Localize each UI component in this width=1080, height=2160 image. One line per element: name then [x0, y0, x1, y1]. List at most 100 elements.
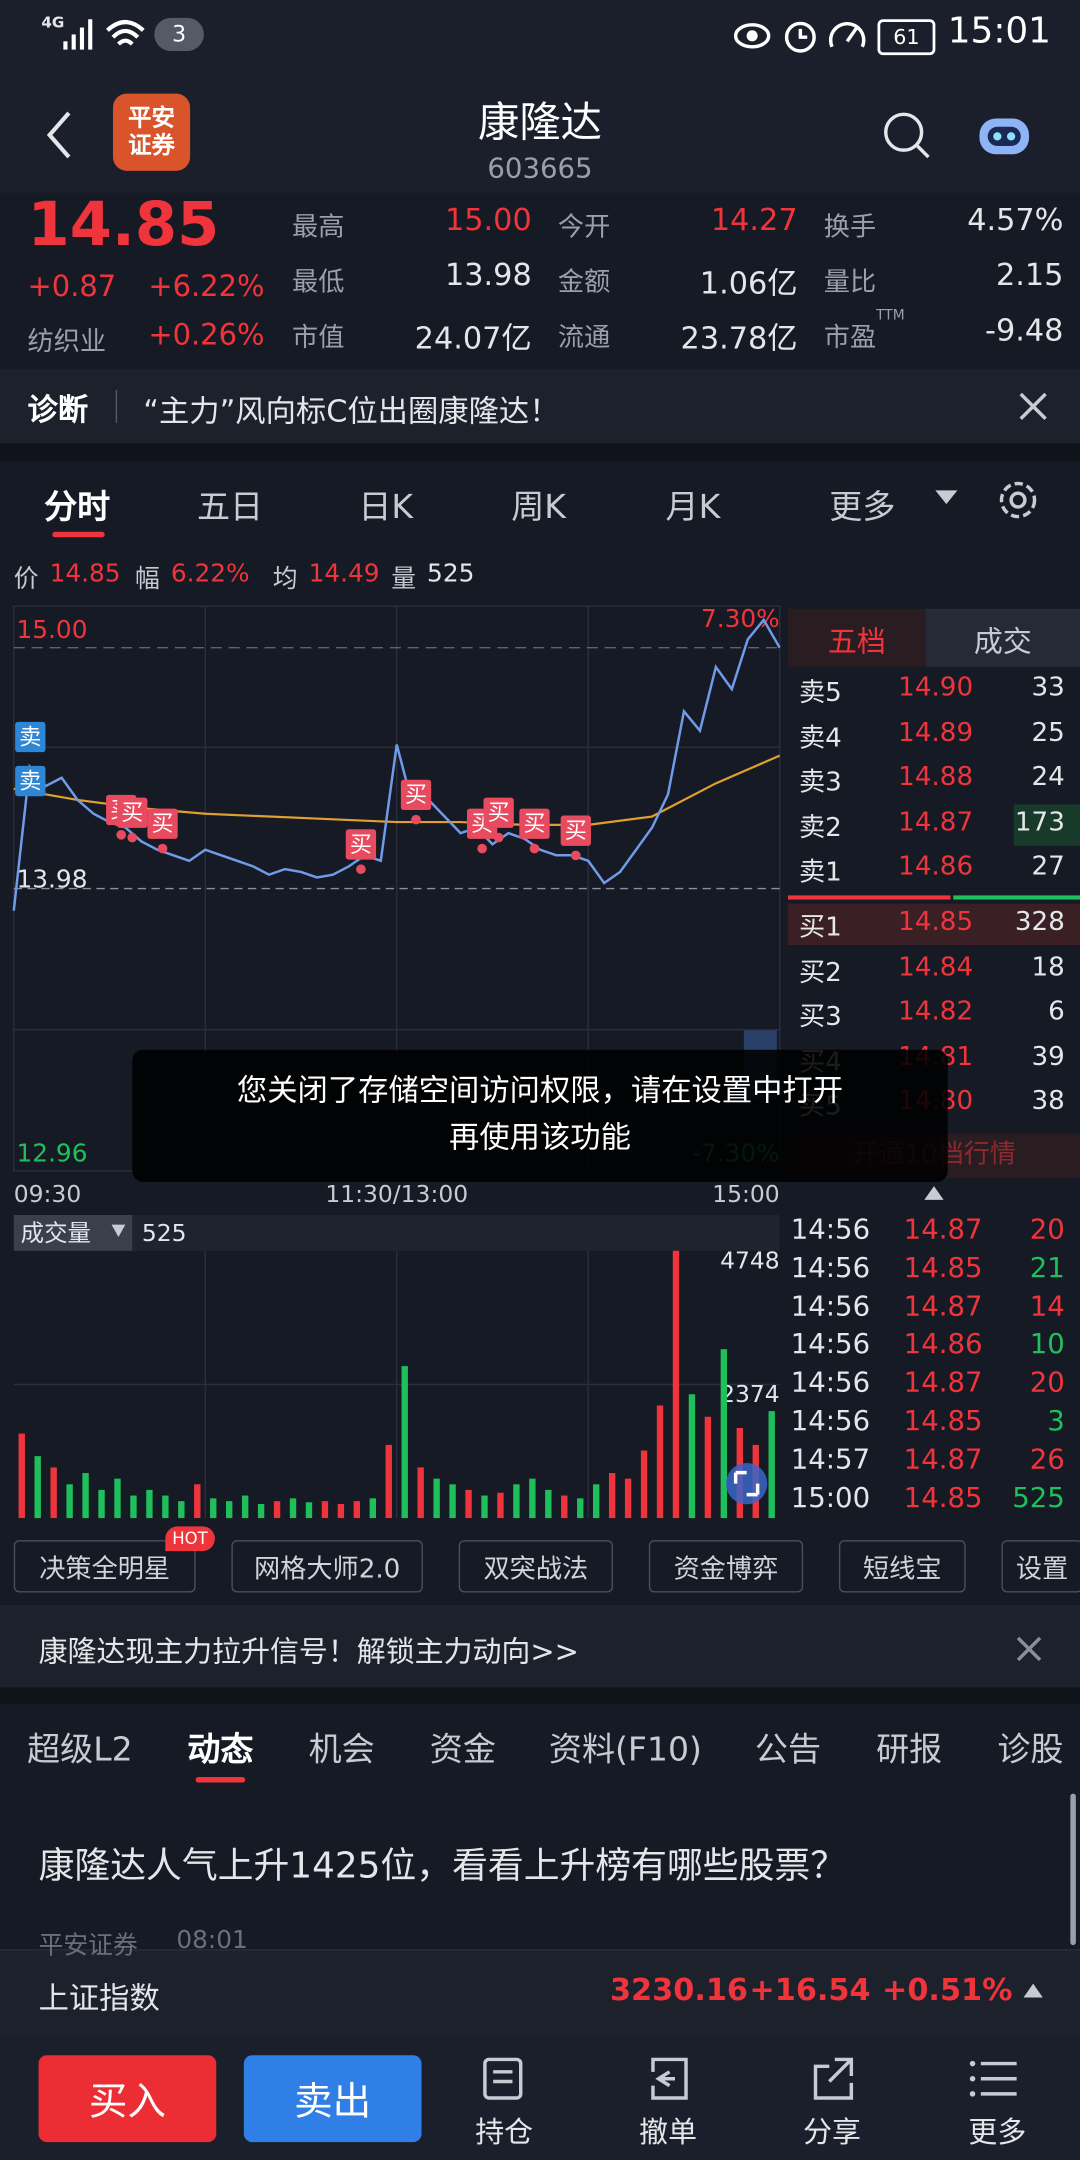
- volume-bar: [353, 1501, 361, 1519]
- toast: 您关闭了存储空间访问权限，请在设置中打开 再使用该功能: [132, 1049, 948, 1182]
- close-button[interactable]: [1017, 390, 1050, 423]
- book-volume: 173: [1014, 806, 1065, 837]
- up-arrow: [1023, 1983, 1043, 1998]
- industry: 纺织业: [27, 326, 107, 357]
- trade-price: 14.85: [903, 1403, 983, 1437]
- tool-button[interactable]: 资金博弈: [648, 1540, 804, 1593]
- trade-price: 14.86: [903, 1327, 983, 1361]
- section-tab[interactable]: 研报: [876, 1730, 943, 1769]
- book-price: 14.90: [898, 672, 974, 703]
- volume-bar: [545, 1489, 552, 1519]
- price-line: [12, 617, 781, 911]
- book-volume: 6: [1048, 995, 1065, 1027]
- section-tab[interactable]: 资料(F10): [548, 1730, 702, 1769]
- chart-tab[interactable]: 更多: [829, 487, 896, 527]
- signal-dot: [411, 814, 421, 825]
- book-volume: 24: [1031, 761, 1065, 793]
- close-button[interactable]: [1014, 1634, 1044, 1664]
- info-value: 14.85: [49, 559, 121, 589]
- sell-button[interactable]: 卖出: [243, 2055, 422, 2143]
- buy-button[interactable]: 买入: [38, 2055, 217, 2143]
- chart-tab[interactable]: 月K: [665, 487, 721, 527]
- diagnosis-text: “主力”风向标C位出圈康隆达！: [143, 395, 560, 430]
- search-button[interactable]: [879, 107, 934, 162]
- chart-tab[interactable]: 周K: [511, 487, 567, 527]
- signal-badge: [117, 797, 148, 828]
- signal-label: 买: [523, 812, 545, 837]
- section-tab[interactable]: 公告: [754, 1730, 822, 1769]
- tool-button[interactable]: 网格大师2.0: [231, 1540, 423, 1593]
- volume-bar: [162, 1495, 169, 1519]
- volume-bar: [321, 1501, 329, 1519]
- signal-dot: [157, 843, 168, 854]
- volume-label: 成交量: [21, 1219, 91, 1247]
- book-volume: 18: [1031, 951, 1065, 982]
- volume-bar: [50, 1467, 57, 1519]
- signal-label: 买: [405, 783, 427, 808]
- trades-tab[interactable]: 成交: [973, 625, 1032, 659]
- volume-bar: [98, 1489, 105, 1519]
- tool-button[interactable]: 短线宝: [838, 1540, 966, 1593]
- signal-dot: [116, 829, 127, 840]
- field-label: 最低: [292, 267, 345, 298]
- trade-volume: 3: [1047, 1403, 1065, 1437]
- field-label-sup: TTM: [876, 308, 905, 324]
- settings-button[interactable]: [995, 477, 1042, 524]
- news-title[interactable]: 康隆达人气上升1425位，看看上升榜有哪些股票？: [38, 1845, 847, 1888]
- y-tick-label: 15.00: [17, 615, 88, 644]
- volume-bar: [225, 1501, 233, 1519]
- volume-bar: [768, 1411, 775, 1519]
- divider-red: [787, 895, 951, 900]
- volume-bar: [289, 1498, 297, 1519]
- expand-icon: [733, 1470, 760, 1497]
- tool-button[interactable]: 决策全明星: [13, 1540, 196, 1593]
- signal-dot: [127, 832, 138, 843]
- back-button[interactable]: [39, 107, 80, 162]
- field-value: 1.06亿: [699, 267, 798, 302]
- assistant-button[interactable]: [975, 107, 1033, 162]
- diagnosis-label: 诊断: [27, 393, 89, 429]
- section-tab[interactable]: 资金: [429, 1730, 496, 1769]
- info-label: 量: [391, 564, 417, 594]
- trade-volume: 525: [1012, 1480, 1065, 1514]
- trade-volume: 20: [1029, 1365, 1065, 1399]
- nav-item[interactable]: 更多: [968, 2115, 1027, 2149]
- industry-change: +0.26%: [148, 318, 265, 352]
- index-name[interactable]: 上证指数: [38, 1982, 160, 2017]
- section-tab[interactable]: 机会: [308, 1730, 375, 1769]
- order-book-tab[interactable]: 五档: [827, 625, 886, 659]
- chart-tab[interactable]: 日K: [358, 487, 414, 527]
- banner-text[interactable]: 康隆达现主力拉升信号！解锁主力动向>>: [38, 1635, 579, 1669]
- book-price: 14.87: [898, 806, 974, 837]
- battery: 61: [877, 19, 936, 56]
- x-tick-label: 09:30: [14, 1180, 81, 1208]
- book-volume: 328: [1014, 906, 1065, 937]
- chart-tab[interactable]: 分时: [44, 487, 111, 527]
- section-tab[interactable]: 诊股: [997, 1730, 1064, 1769]
- nav-item[interactable]: 分享: [803, 2115, 861, 2149]
- tool-button[interactable]: 设置: [1001, 1540, 1080, 1593]
- news-time: 08:01: [176, 1925, 248, 1955]
- signal-dot: [493, 832, 504, 843]
- dropdown-arrow: [111, 1224, 126, 1238]
- signal-label: 卖: [19, 769, 41, 794]
- dropdown-arrow[interactable]: [934, 489, 959, 506]
- section-tab[interactable]: 动态: [187, 1730, 254, 1769]
- trade-volume: 10: [1029, 1327, 1065, 1361]
- tool-button[interactable]: 双突战法: [458, 1540, 614, 1593]
- book-label: 卖3: [798, 767, 842, 798]
- field-label: 市值: [292, 322, 345, 353]
- section-tab[interactable]: 超级L2: [27, 1730, 133, 1769]
- book-price: 14.88: [898, 761, 974, 793]
- diagnosis-bg: [0, 369, 1080, 444]
- chart-tab[interactable]: 五日: [196, 487, 264, 527]
- signal-badge: [519, 808, 550, 839]
- nav-item[interactable]: 持仓: [475, 2115, 534, 2149]
- collapse-arrow[interactable]: [923, 1185, 945, 1202]
- volume-tick-label: 2374: [720, 1380, 780, 1408]
- nav-item[interactable]: 撤单: [639, 2115, 698, 2149]
- x-tick-label: 11:30/13:00: [325, 1180, 468, 1208]
- book-label: 买2: [798, 956, 842, 988]
- volume-bar: [273, 1501, 281, 1519]
- signal-label: 买: [565, 819, 587, 844]
